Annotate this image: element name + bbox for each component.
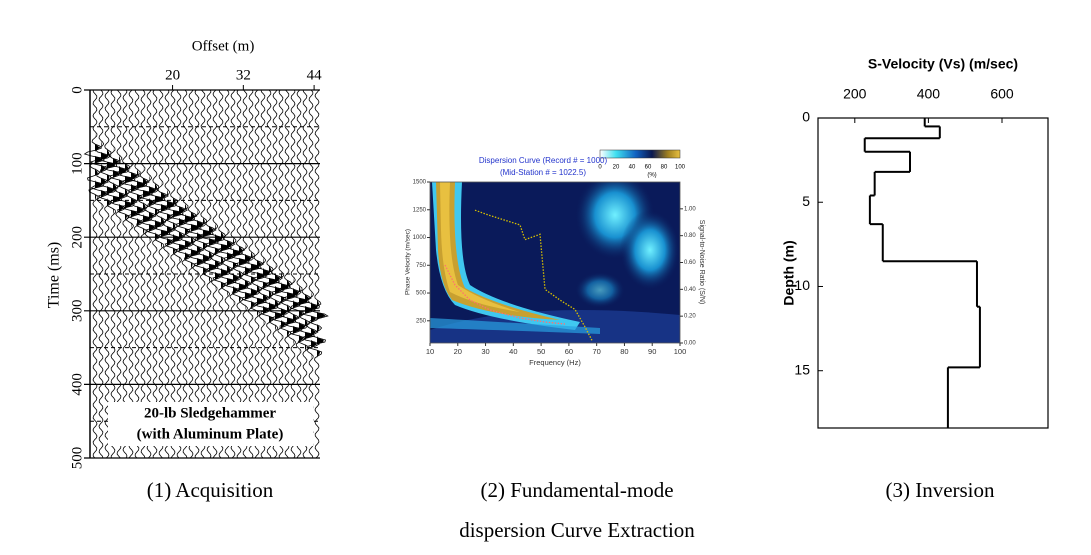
x-tick-label: 100 <box>674 347 687 356</box>
y-tick-label: 1000 <box>413 235 427 241</box>
trace <box>155 89 178 459</box>
y2-tick-label: 0.80 <box>684 233 696 239</box>
x-tick-label: 30 <box>481 347 489 356</box>
chart-title: (Mid-Station # = 1022.5) <box>500 168 586 177</box>
caption: dispersion Curve Extraction <box>459 518 695 542</box>
trace <box>281 89 303 459</box>
panel-dispersion: Dispersion Curve (Record # = 1000) (Mid-S… <box>405 149 705 367</box>
chart-title: S-Velocity (Vs) (m/sec) <box>868 56 1018 72</box>
annotation: 20-lb Sledgehammer <box>144 405 276 421</box>
x-tick-label: 44 <box>307 67 323 83</box>
annotation: (with Aluminum Plate) <box>137 426 284 442</box>
y2-tick-label: 0.40 <box>684 287 696 293</box>
trace-fill <box>125 90 133 458</box>
x-tick-label: 90 <box>648 347 656 356</box>
y-axis-label: Phase Velocity (m/sec) <box>405 229 412 295</box>
y-tick-label: 100 <box>69 152 85 175</box>
x-tick-label: 60 <box>565 347 573 356</box>
x-tick-label: 20 <box>165 67 180 83</box>
curve <box>474 209 593 341</box>
y2-tick-label: 1.00 <box>684 206 696 212</box>
y-tick-label: 750 <box>416 263 427 269</box>
caption: (1) Acquisition <box>147 478 274 502</box>
trace <box>118 89 141 459</box>
colorbar-tick-label: 60 <box>645 165 652 171</box>
trace <box>126 89 148 459</box>
y2-tick-label: 0.00 <box>684 341 696 347</box>
trace <box>259 89 281 459</box>
trace <box>215 89 237 459</box>
y-tick-label: 500 <box>69 447 85 470</box>
x-tick-label: 32 <box>236 67 251 83</box>
x-tick-label: 200 <box>843 86 867 102</box>
y-axis-label: Time (ms) <box>46 242 63 309</box>
panel-inversion: S-Velocity (Vs) (m/sec) Depth (m) 200 400 60… <box>781 56 1049 429</box>
y-tick-label: 300 <box>69 300 85 323</box>
x-tick-label: 50 <box>537 347 545 356</box>
colorbar <box>599 149 681 159</box>
x-tick-label: 20 <box>454 347 462 356</box>
y-tick-label: 10 <box>794 277 810 293</box>
trace <box>166 89 189 459</box>
trace <box>211 89 233 459</box>
y-tick-label: 15 <box>794 361 810 377</box>
x-tick-label: 600 <box>990 86 1014 102</box>
colorbar-tick-label: 20 <box>613 165 620 171</box>
trace <box>251 89 273 459</box>
annotation-box <box>108 402 313 446</box>
colorbar-tick-label: 40 <box>629 165 636 171</box>
caption: (3) Inversion <box>885 478 995 502</box>
y-tick-label: 1250 <box>413 207 427 213</box>
trace <box>185 89 207 459</box>
y2-tick-label: 0.20 <box>684 314 696 320</box>
trace <box>270 89 291 459</box>
trace <box>293 89 317 459</box>
trace-fill <box>101 90 109 458</box>
curve <box>444 264 566 325</box>
trace <box>163 89 185 459</box>
trace-fill <box>143 90 151 458</box>
chart-title: Dispersion Curve (Record # = 1000) <box>479 156 608 165</box>
x-tick-label: 80 <box>620 347 628 356</box>
y2-axis-label: Signal-to-Noise Ratio (S/N) <box>698 220 705 304</box>
y-tick-label: 1500 <box>413 180 427 186</box>
y-tick-label: 0 <box>802 109 810 125</box>
y-axis-label: Depth (m) <box>781 240 797 305</box>
x-tick-label: 10 <box>426 347 434 356</box>
y-tick-label: 250 <box>416 318 427 324</box>
panel-acquisition: 0 100 200 300 400 500 20 32 44 Offset (m) Time (ms… <box>46 38 329 470</box>
plot-frame <box>817 117 1049 429</box>
image-shading <box>430 182 680 343</box>
y-tick-label: 5 <box>802 193 810 209</box>
y-tick-label: 500 <box>416 291 427 297</box>
y-tick-label: 200 <box>69 226 85 249</box>
y-tick-label: 400 <box>69 373 85 396</box>
x-tick-label: 70 <box>592 347 600 356</box>
colorbar-tick-label: 80 <box>661 165 668 171</box>
colorbar-label: (%) <box>647 173 656 179</box>
y-tick-label: 0 <box>69 86 85 94</box>
trace <box>114 89 136 459</box>
trace <box>240 89 262 459</box>
x-axis-label: Frequency (Hz) <box>529 358 581 367</box>
y2-tick-label: 0.60 <box>684 260 696 266</box>
x-axis-label: Offset (m) <box>192 38 255 54</box>
colorbar-tick-label: 100 <box>675 165 686 171</box>
colorbar-tick-label: 0 <box>598 165 602 171</box>
captions: (1) Acquisition (2) Fundamental-mode dispe… <box>147 478 995 542</box>
x-tick-label: 400 <box>917 86 941 102</box>
x-tick-label: 40 <box>509 347 517 356</box>
caption: (2) Fundamental-mode <box>480 478 673 502</box>
